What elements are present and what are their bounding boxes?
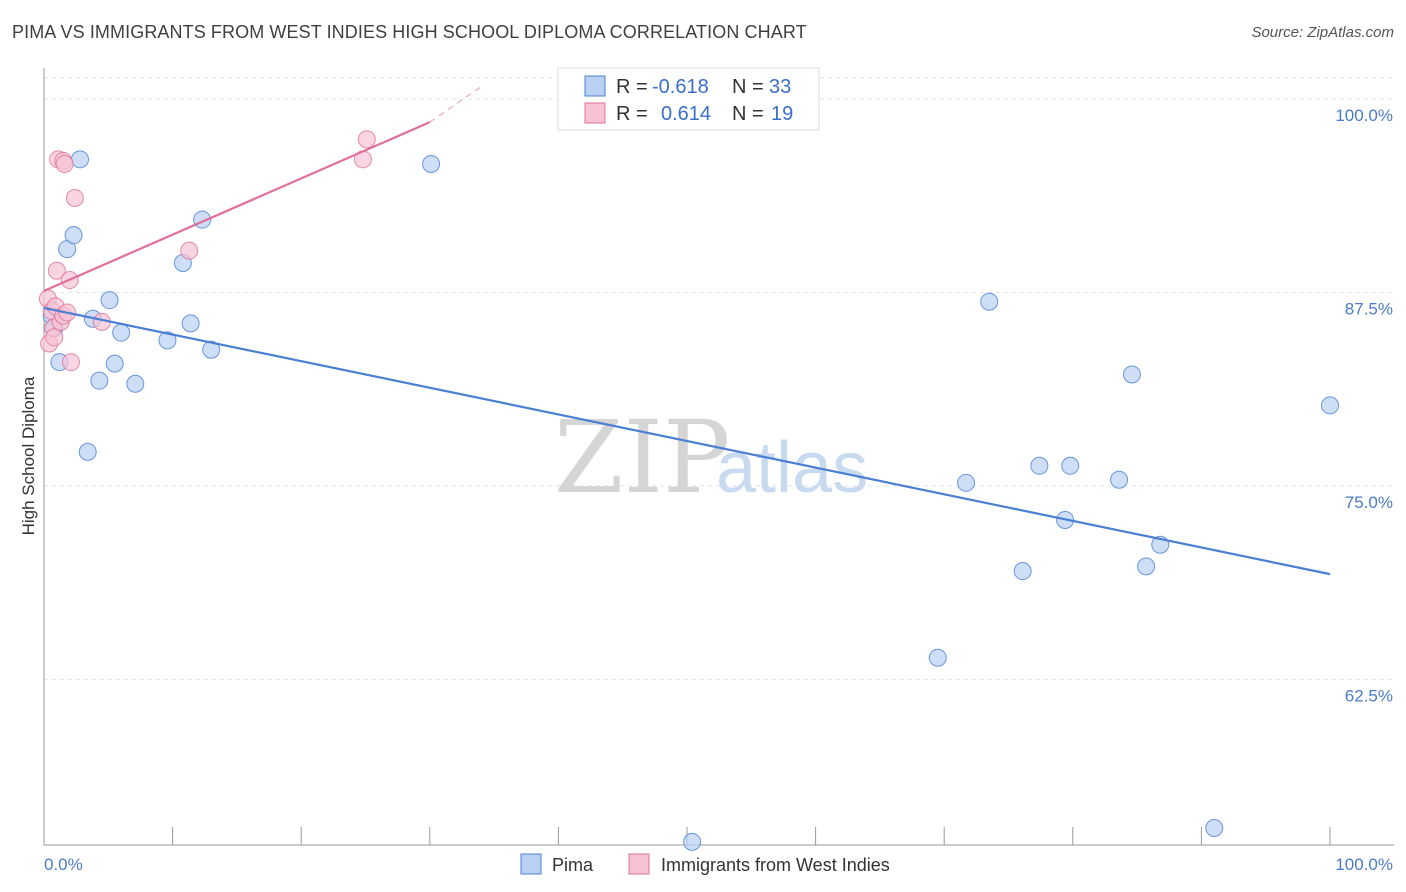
bottom-legend-swatch-west-indies (628, 853, 650, 875)
legend-r-label-west-indies: R = (616, 103, 648, 125)
legend-swatch-west-indies (584, 102, 606, 124)
bottom-legend-swatch-pima (520, 853, 542, 875)
point-west-indies (55, 154, 74, 173)
trend-line-west-indies-extension (429, 86, 482, 123)
point-west-indies (65, 189, 84, 208)
point-west-indies (62, 353, 81, 372)
point-pima (1321, 396, 1339, 415)
point-pima (1137, 557, 1156, 576)
point-pima (1013, 562, 1032, 581)
stats-legend: R = -0.618 N = 33 R = 0.614 N = 19 (557, 67, 820, 131)
point-west-indies (357, 130, 376, 149)
y-tick-label: 100.0% (1335, 106, 1393, 125)
point-pima (112, 323, 131, 342)
point-pima (957, 473, 976, 492)
watermark: ZIP atlas (554, 399, 868, 516)
bottom-legend-label-pima: Pima (552, 855, 594, 875)
x-tick-label-max: 100.0% (1335, 855, 1393, 874)
y-axis-label: High School Diploma (19, 376, 38, 535)
bottom-legend-label-west-indies: Immigrants from West Indies (661, 855, 890, 875)
point-pima (980, 292, 999, 311)
legend-swatch-pima (584, 75, 606, 97)
y-tick-label: 87.5% (1345, 299, 1393, 318)
legend-r-label-pima: R = (616, 76, 648, 98)
point-pima (105, 354, 124, 373)
point-pima (90, 371, 109, 390)
x-tick-labels: 0.0% 100.0% (43, 827, 1393, 874)
grid-lines (44, 77, 1394, 680)
point-pima (181, 314, 200, 333)
series-legend: Pima Immigrants from West Indies (520, 853, 890, 875)
legend-n-value-west-indies: 19 (771, 103, 793, 125)
y-tick-label: 62.5% (1345, 686, 1393, 705)
chart-title: PIMA VS IMMIGRANTS FROM WEST INDIES HIGH… (12, 22, 807, 42)
point-pima (928, 648, 947, 667)
point-pima (683, 832, 702, 851)
point-pima (71, 150, 90, 169)
point-pima (126, 374, 145, 393)
watermark-atlas: atlas (716, 428, 868, 508)
legend-n-label-pima: N = (732, 76, 764, 98)
legend-n-value-pima: 33 (769, 76, 791, 98)
point-pima (78, 442, 97, 461)
point-west-indies (45, 328, 64, 347)
point-pima (1205, 818, 1224, 837)
trend-lines (43, 86, 1331, 576)
point-pima (64, 226, 83, 245)
axes (43, 68, 1394, 846)
data-points (38, 130, 1339, 851)
point-pima (422, 154, 441, 173)
watermark-zip: ZIP (554, 399, 730, 516)
point-west-indies (180, 241, 199, 260)
y-tick-labels: 62.5% 75.0% 87.5% 100.0% (1335, 106, 1393, 705)
legend-n-label-west-indies: N = (732, 103, 764, 125)
trend-line-pima (43, 306, 1331, 576)
point-west-indies (47, 261, 66, 280)
legend-r-value-west-indies: 0.614 (661, 103, 711, 125)
x-tick-label-min: 0.0% (44, 855, 83, 874)
point-pima (202, 340, 221, 359)
point-pima (100, 291, 119, 310)
point-pima (158, 331, 177, 350)
trend-line-west-indies (43, 121, 431, 292)
point-pima (1030, 456, 1049, 475)
point-pima (1110, 470, 1129, 489)
point-pima (1061, 456, 1080, 475)
y-tick-label: 75.0% (1345, 493, 1393, 512)
legend-r-value-pima: -0.618 (652, 76, 709, 98)
point-pima (1122, 365, 1141, 384)
chart-source: Source: ZipAtlas.com (1251, 24, 1394, 41)
